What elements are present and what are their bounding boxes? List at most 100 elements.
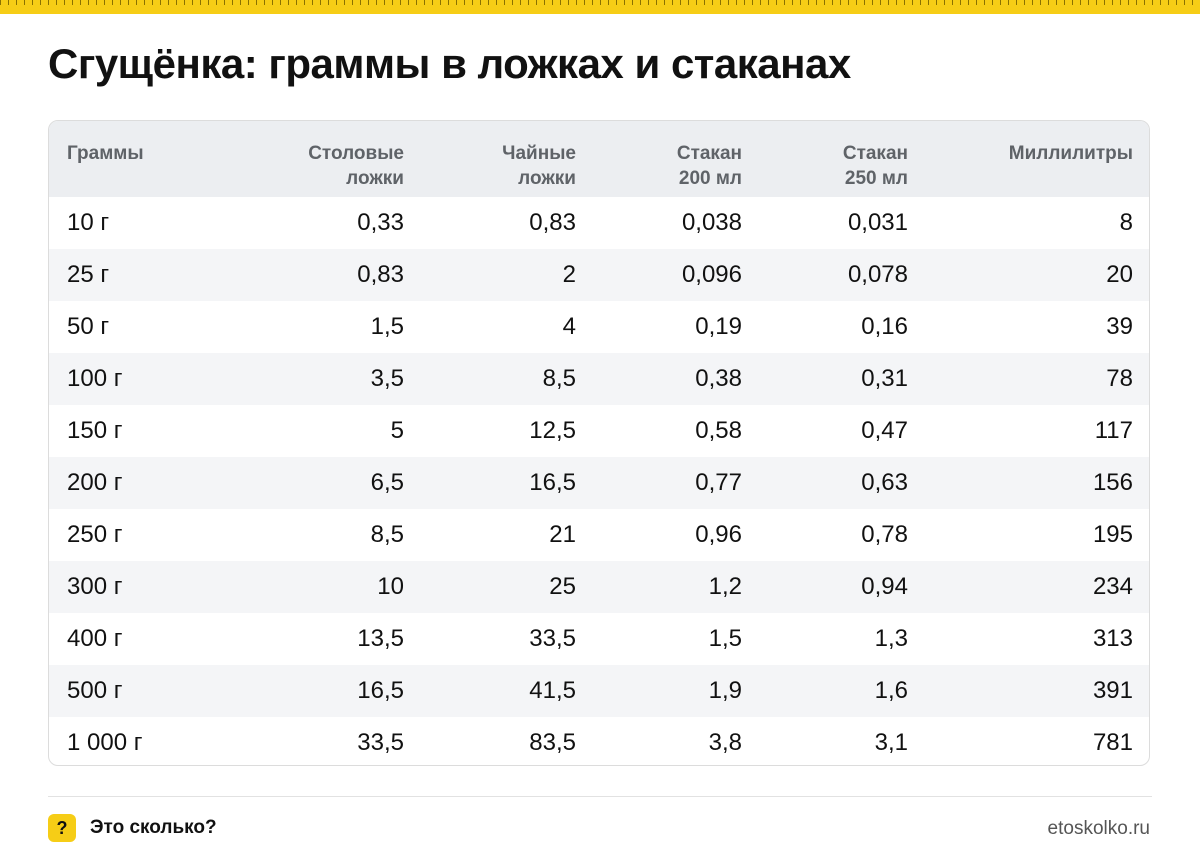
table-row: 150 г 5 12,5 0,58 0,47 117 bbox=[49, 405, 1149, 457]
table-cell: 3,1 bbox=[874, 729, 908, 756]
table-row: 250 г 8,5 21 0,96 0,78 195 bbox=[49, 509, 1149, 561]
table-cell: 5 bbox=[390, 417, 404, 444]
column-header-text: Столовые bbox=[308, 143, 404, 164]
table-cell: 33,5 bbox=[529, 625, 576, 652]
table-cell: 0,63 bbox=[861, 469, 908, 496]
column-header-text: Граммы bbox=[67, 143, 144, 164]
table-row: 400 г 13,5 33,5 1,5 1,3 313 bbox=[49, 613, 1149, 665]
table-cell: 25 bbox=[549, 573, 576, 600]
table-cell: 1,6 bbox=[874, 677, 908, 704]
column-header: Чайные ложки bbox=[404, 121, 576, 197]
table-cell: 10 г bbox=[67, 209, 110, 236]
table-cell: 117 bbox=[1094, 417, 1133, 444]
table-cell: 39 bbox=[1106, 313, 1133, 340]
table-cell: 20 bbox=[1106, 261, 1133, 288]
table-row: 500 г 16,5 41,5 1,9 1,6 391 bbox=[49, 665, 1149, 717]
table-cell: 100 г bbox=[67, 365, 123, 392]
table-cell: 6,5 bbox=[370, 469, 404, 496]
table-cell: 8,5 bbox=[542, 365, 576, 392]
table-cell: 150 г bbox=[67, 417, 123, 444]
table-cell: 0,31 bbox=[861, 365, 908, 392]
brand-name: Это сколько? bbox=[90, 817, 217, 838]
table-cell: 0,16 bbox=[861, 313, 908, 340]
table-row: 50 г 1,5 4 0,19 0,16 39 bbox=[49, 301, 1149, 353]
table-row: 200 г 6,5 16,5 0,77 0,63 156 bbox=[49, 457, 1149, 509]
table-cell: 2 bbox=[562, 261, 576, 288]
column-header-text: Миллилитры bbox=[1008, 143, 1133, 164]
table-cell: 41,5 bbox=[529, 677, 576, 704]
table-row: 100 г 3,5 8,5 0,38 0,31 78 bbox=[49, 353, 1149, 405]
table-cell: 0,38 bbox=[695, 365, 742, 392]
ruler-strip bbox=[0, 0, 1200, 14]
table-cell: 0,77 bbox=[695, 469, 742, 496]
conversion-table-container: Граммы Столовые ложки Чайные ложки Стакан 200 … bbox=[48, 120, 1150, 766]
table-cell: 156 bbox=[1092, 469, 1133, 496]
table-header-row: Граммы Столовые ложки Чайные ложки Стакан 200 … bbox=[49, 121, 1149, 197]
column-header: Стакан 200 мл bbox=[576, 121, 742, 197]
table-cell: 8,5 bbox=[370, 521, 404, 548]
table-cell: 0,78 bbox=[861, 521, 908, 548]
table-cell: 1,2 bbox=[708, 573, 742, 600]
table-cell: 50 г bbox=[67, 313, 110, 340]
table-cell: 1,3 bbox=[874, 625, 908, 652]
table-cell: 21 bbox=[549, 521, 576, 548]
conversion-table: Граммы Столовые ложки Чайные ложки Стакан 200 … bbox=[49, 121, 1149, 765]
column-header: Миллилитры bbox=[908, 121, 1149, 197]
table-cell: 1,9 bbox=[708, 677, 742, 704]
column-header: Столовые ложки bbox=[219, 121, 404, 197]
table-cell: 12,5 bbox=[529, 417, 576, 444]
column-header-text: ложки bbox=[518, 168, 576, 189]
table-cell: 0,33 bbox=[357, 209, 404, 236]
table-cell: 1,5 bbox=[708, 625, 742, 652]
site-link[interactable]: etoskolko.ru bbox=[1047, 818, 1150, 839]
table-cell: 25 г bbox=[67, 261, 110, 288]
table-cell: 0,078 bbox=[847, 261, 908, 288]
table-cell: 1,5 bbox=[370, 313, 404, 340]
table-row: 25 г 0,83 2 0,096 0,078 20 bbox=[49, 249, 1149, 301]
table-cell: 500 г bbox=[67, 677, 123, 704]
table-cell: 33,5 bbox=[357, 729, 404, 756]
table-cell: 10 bbox=[377, 573, 404, 600]
column-header-text: 250 мл bbox=[844, 168, 908, 189]
table-cell: 8 bbox=[1119, 209, 1133, 236]
table-cell: 0,58 bbox=[695, 417, 742, 444]
table-cell: 1 000 г bbox=[67, 729, 143, 756]
table-cell: 4 bbox=[562, 313, 576, 340]
table-cell: 0,096 bbox=[681, 261, 742, 288]
table-cell: 0,19 bbox=[695, 313, 742, 340]
table-body: 10 г 0,33 0,83 0,038 0,031 8 25 г 0,83 2 0,096 0,0… bbox=[49, 197, 1149, 765]
table-row: 300 г 10 25 1,2 0,94 234 bbox=[49, 561, 1149, 613]
table-cell: 0,031 bbox=[847, 209, 908, 236]
table-cell: 78 bbox=[1106, 365, 1133, 392]
table-cell: 0,83 bbox=[357, 261, 404, 288]
table-cell: 200 г bbox=[67, 469, 123, 496]
table-cell: 13,5 bbox=[357, 625, 404, 652]
table-cell: 400 г bbox=[67, 625, 123, 652]
question-icon: ? bbox=[48, 814, 76, 842]
table-cell: 3,8 bbox=[708, 729, 742, 756]
column-header-text: Стакан bbox=[842, 143, 908, 164]
footer-divider bbox=[48, 796, 1152, 797]
table-cell: 250 г bbox=[67, 521, 123, 548]
column-header-text: Стакан bbox=[676, 143, 742, 164]
table-cell: 0,94 bbox=[861, 573, 908, 600]
table-cell: 234 bbox=[1092, 573, 1133, 600]
table-cell: 300 г bbox=[67, 573, 123, 600]
column-header: Граммы bbox=[49, 121, 219, 197]
column-header-text: 200 мл bbox=[678, 168, 742, 189]
table-cell: 16,5 bbox=[357, 677, 404, 704]
table-row: 1 000 г 33,5 83,5 3,8 3,1 781 bbox=[49, 717, 1149, 765]
column-header: Стакан 250 мл bbox=[742, 121, 908, 197]
table-cell: 391 bbox=[1092, 677, 1133, 704]
column-header-text: Чайные bbox=[502, 143, 576, 164]
table-cell: 83,5 bbox=[529, 729, 576, 756]
table-cell: 0,038 bbox=[681, 209, 742, 236]
table-cell: 0,96 bbox=[695, 521, 742, 548]
column-header-text: ложки bbox=[346, 168, 404, 189]
table-cell: 0,83 bbox=[529, 209, 576, 236]
table-cell: 195 bbox=[1092, 521, 1133, 548]
table-cell: 781 bbox=[1092, 729, 1133, 756]
table-cell: 16,5 bbox=[529, 469, 576, 496]
table-cell: 0,47 bbox=[861, 417, 908, 444]
page-title: Сгущёнка: граммы в ложках и стаканах bbox=[48, 40, 851, 87]
